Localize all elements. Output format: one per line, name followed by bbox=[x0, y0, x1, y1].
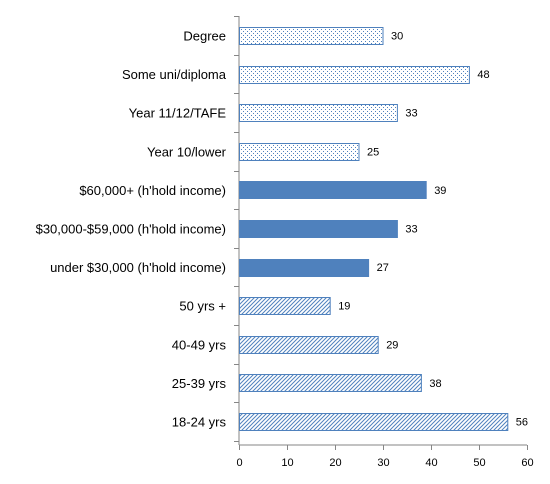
category-label: Degree bbox=[183, 29, 226, 44]
bar bbox=[239, 27, 384, 45]
data-label: 19 bbox=[338, 301, 350, 313]
x-tick-label: 50 bbox=[473, 457, 485, 469]
bar bbox=[239, 104, 398, 122]
category-label: 50 yrs + bbox=[179, 299, 226, 314]
x-tick-label: 20 bbox=[329, 457, 341, 469]
bar bbox=[239, 220, 398, 238]
data-label: 39 bbox=[434, 185, 446, 197]
x-tick-label: 0 bbox=[236, 457, 242, 469]
bar bbox=[239, 259, 370, 277]
data-label: 27 bbox=[377, 262, 389, 274]
category-label: Year 11/12/TAFE bbox=[129, 106, 227, 121]
category-label: 40-49 yrs bbox=[172, 337, 227, 352]
category-label: 18-24 yrs bbox=[172, 415, 227, 430]
category-label: 25-39 yrs bbox=[172, 376, 227, 391]
data-label: 33 bbox=[405, 224, 417, 236]
data-label: 56 bbox=[516, 417, 528, 429]
data-label: 38 bbox=[429, 378, 441, 390]
category-label: Some uni/diploma bbox=[122, 67, 227, 82]
category-label: $60,000+ (h'hold income) bbox=[79, 183, 226, 198]
bar bbox=[239, 181, 427, 199]
bar bbox=[239, 66, 470, 84]
x-tick-label: 40 bbox=[425, 457, 437, 469]
category-label: under $30,000 (h'hold income) bbox=[50, 260, 226, 275]
bar bbox=[239, 336, 379, 354]
bar bbox=[239, 374, 422, 392]
x-tick-label: 10 bbox=[281, 457, 293, 469]
bar bbox=[239, 143, 360, 161]
x-tick-label: 30 bbox=[377, 457, 389, 469]
bar bbox=[239, 297, 331, 315]
data-label: 30 bbox=[391, 31, 403, 43]
data-label: 33 bbox=[405, 108, 417, 120]
category-label: $30,000-$59,000 (h'hold income) bbox=[36, 222, 226, 237]
category-label: Year 10/lower bbox=[147, 144, 227, 159]
plot-area: 0 10 20 30 40 50 60 Degree 30 Some uni/diploma 48 Y… bbox=[36, 16, 534, 469]
data-label: 29 bbox=[386, 339, 398, 351]
x-tick-label: 60 bbox=[521, 457, 533, 469]
bar bbox=[239, 413, 509, 431]
data-label: 48 bbox=[477, 69, 489, 81]
data-label: 25 bbox=[367, 146, 379, 158]
